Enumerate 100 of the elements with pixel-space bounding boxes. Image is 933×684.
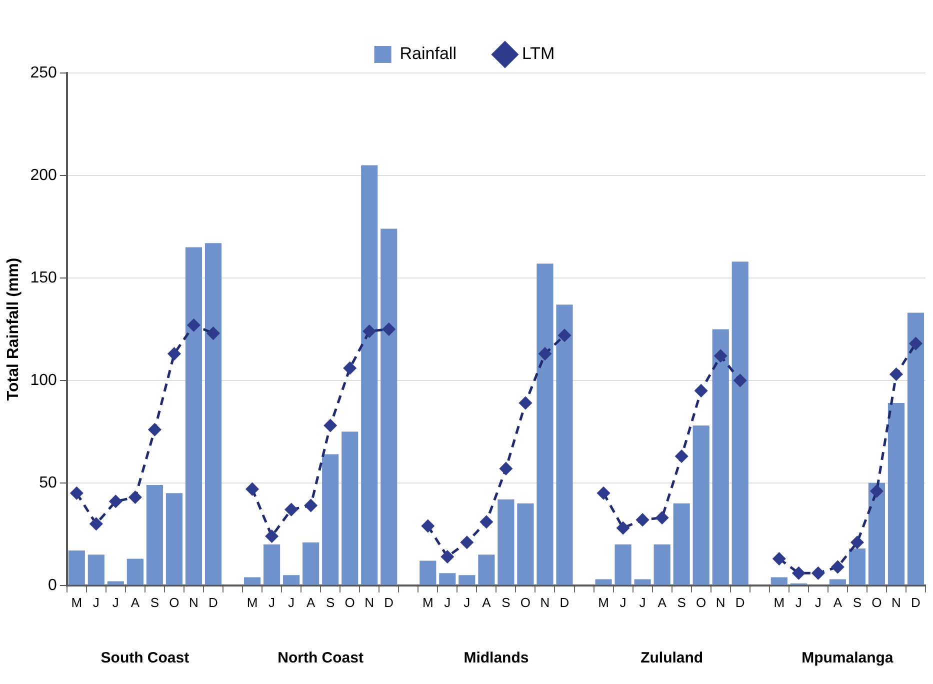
point	[714, 350, 727, 362]
x-tick-label: S	[502, 594, 511, 610]
x-tick-label: A	[658, 594, 667, 610]
x-tick-label: O	[520, 594, 531, 610]
y-tick-label: 150	[30, 269, 57, 286]
point	[675, 450, 688, 463]
point	[90, 518, 102, 530]
y-axis-title: Total Rainfall (mm)	[5, 258, 22, 401]
x-tick-label: N	[716, 594, 726, 610]
x-tick-label: S	[326, 594, 335, 610]
point	[538, 348, 552, 360]
point	[890, 368, 902, 381]
bar	[498, 499, 514, 585]
point	[870, 484, 883, 498]
bar	[673, 503, 690, 585]
x-tick-label: O	[344, 594, 355, 610]
x-tick-label: A	[833, 594, 842, 610]
x-tick-label: S	[677, 594, 686, 610]
bar	[342, 432, 358, 585]
point	[656, 512, 668, 524]
point	[266, 530, 278, 542]
point	[772, 552, 786, 566]
x-tick-label: N	[892, 594, 901, 610]
bar	[888, 402, 905, 585]
point	[792, 566, 805, 580]
bar	[439, 573, 456, 585]
x-tick-label: O	[872, 594, 882, 610]
bar	[556, 304, 573, 585]
y-tick-label: 200	[30, 166, 57, 184]
text: Zululand	[640, 650, 704, 667]
point	[128, 491, 142, 504]
point	[519, 396, 532, 410]
text: North Coast	[278, 650, 364, 667]
point	[597, 486, 610, 500]
x-tick-label: D	[208, 594, 218, 610]
point	[831, 560, 844, 574]
bar	[536, 264, 554, 585]
x-tick-label: N	[364, 594, 374, 610]
point	[460, 536, 474, 549]
bar	[283, 575, 300, 585]
bar	[263, 544, 280, 585]
point	[382, 322, 396, 336]
point	[324, 419, 337, 432]
point	[734, 374, 746, 387]
bar	[595, 579, 612, 585]
bar	[204, 243, 222, 585]
y-tick-label: 0	[48, 576, 57, 594]
point	[148, 423, 161, 436]
bar	[244, 577, 261, 585]
point	[500, 462, 512, 475]
text: Midlands	[464, 650, 529, 667]
text: Mpumalanga	[802, 650, 894, 667]
x-tick-label: A	[306, 594, 316, 610]
x-tick-label: N	[540, 594, 550, 610]
x-tick-label: N	[189, 594, 198, 610]
x-tick-label: D	[911, 594, 920, 610]
y-tick-label: 50	[39, 474, 57, 492]
x-tick-label: J	[92, 594, 100, 610]
point	[285, 503, 298, 516]
x-tick-label: J	[639, 594, 646, 610]
bar	[107, 581, 124, 585]
bar	[302, 542, 320, 585]
point	[441, 550, 454, 563]
bar	[654, 544, 670, 585]
x-tick-label: J	[112, 594, 119, 610]
bar	[322, 454, 339, 585]
x-tick-label: J	[814, 594, 822, 610]
point	[812, 566, 824, 580]
bar	[712, 329, 729, 585]
point	[246, 482, 259, 496]
x-tick-label: M	[246, 594, 258, 610]
bar	[907, 312, 924, 585]
bar	[166, 493, 183, 585]
bar	[146, 484, 163, 585]
point	[109, 495, 122, 508]
point	[70, 486, 83, 500]
bar	[848, 548, 866, 585]
point	[304, 499, 318, 512]
bar	[458, 575, 476, 585]
x-tick-label: A	[130, 594, 140, 610]
x-tick-label: J	[444, 594, 451, 610]
legend-label: LTM	[522, 44, 555, 64]
bar	[829, 579, 846, 585]
x-tick-label: O	[169, 594, 180, 610]
x-tick-label: D	[560, 594, 570, 610]
point	[480, 516, 493, 528]
x-tick-label: M	[598, 594, 609, 610]
x-tick-label: J	[268, 594, 276, 610]
x-tick-label: J	[464, 594, 470, 610]
x-tick-label: D	[384, 594, 394, 610]
point	[168, 348, 180, 360]
bar	[380, 228, 398, 585]
x-tick-label: M	[71, 594, 82, 610]
point	[616, 522, 630, 534]
bar	[88, 554, 104, 585]
x-tick-label: J	[288, 594, 295, 610]
point	[909, 337, 922, 350]
x-tick-label: J	[795, 594, 802, 610]
legend-label: Rainfall	[400, 44, 456, 64]
x-tick-label: M	[774, 594, 785, 610]
